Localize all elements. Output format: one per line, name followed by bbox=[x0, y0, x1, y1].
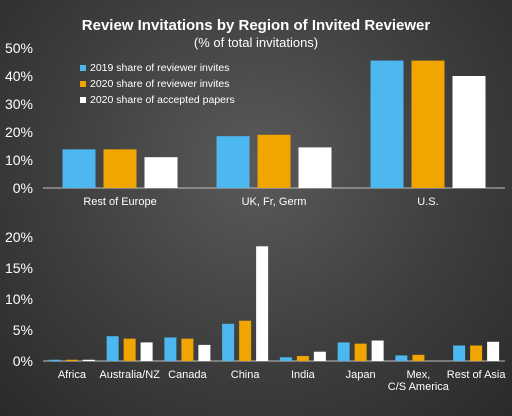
bar-2019 bbox=[48, 359, 61, 361]
top-bar-chart: 0% 10% 20% 30% 40% 50% Rest of Europe UK, Fr, G… bbox=[5, 40, 505, 208]
bar-2020-accepted bbox=[487, 341, 500, 361]
bar-2020-accepted bbox=[140, 342, 153, 361]
x-category-label: Africa bbox=[58, 369, 87, 381]
legend-swatch-2020-accepted bbox=[80, 97, 86, 103]
bar-2020 bbox=[103, 149, 137, 188]
legend-label-2019: 2019 share of reviewer invites bbox=[90, 62, 230, 74]
bar-2019 bbox=[279, 357, 292, 361]
y-tick-label: 20% bbox=[5, 124, 33, 140]
x-category-label: U.S. bbox=[417, 196, 438, 208]
bar-2020 bbox=[123, 338, 136, 361]
legend: 2019 share of reviewer invites 2020 share… bbox=[80, 62, 235, 106]
x-category-label: Mex, C/S America bbox=[388, 369, 450, 393]
x-category-label: Australia/NZ bbox=[99, 369, 160, 381]
bar-2020 bbox=[296, 356, 309, 361]
bar-2019 bbox=[337, 342, 350, 361]
y-tick-label: 0% bbox=[13, 353, 33, 369]
bar-2019 bbox=[216, 136, 250, 188]
bar-2020-accepted bbox=[198, 344, 211, 361]
legend-label-2020-accepted: 2020 share of accepted papers bbox=[90, 94, 235, 106]
x-category-label: China bbox=[231, 369, 261, 381]
legend-label-2020: 2020 share of reviewer invites bbox=[90, 78, 230, 90]
bar-2020-accepted bbox=[313, 351, 326, 361]
bar-2020-accepted bbox=[452, 76, 486, 188]
bar-2020 bbox=[470, 345, 483, 361]
bar-2019 bbox=[222, 323, 235, 361]
y-tick-label: 50% bbox=[5, 40, 33, 56]
x-category-label: Japan bbox=[346, 369, 376, 381]
x-category-label: India bbox=[291, 369, 316, 381]
chart-subtitle: (% of total invitations) bbox=[194, 35, 318, 50]
bar-2020-accepted bbox=[144, 157, 178, 188]
chart-title: Review Invitations by Region of Invited … bbox=[82, 17, 431, 34]
x-category-label: Canada bbox=[168, 369, 207, 381]
bar-2019 bbox=[370, 60, 404, 188]
bar-2020 bbox=[65, 359, 78, 361]
y-tick-label: 0% bbox=[13, 180, 33, 196]
bar-2019 bbox=[62, 149, 96, 188]
bottom-bar-chart: 0% 5% 10% 15% 20% Africa Australia/NZ Canada Chi… bbox=[5, 229, 506, 393]
y-tick-label: 10% bbox=[5, 291, 33, 307]
legend-swatch-2020 bbox=[80, 81, 86, 87]
bar-2020 bbox=[257, 134, 291, 188]
x-category-label: UK, Fr, Germ bbox=[242, 196, 307, 208]
x-category-label: Rest of Europe bbox=[83, 196, 156, 208]
bar-2020-accepted bbox=[371, 340, 384, 361]
bar-2020 bbox=[239, 320, 252, 361]
bar-2020 bbox=[181, 338, 194, 361]
legend-swatch-2019 bbox=[80, 65, 86, 71]
bar-2019 bbox=[106, 336, 119, 361]
y-tick-label: 30% bbox=[5, 96, 33, 112]
bar-2020-accepted bbox=[298, 147, 332, 188]
bar-2019 bbox=[395, 355, 408, 361]
bar-2020-accepted bbox=[256, 246, 269, 361]
y-tick-label: 20% bbox=[5, 229, 33, 245]
y-tick-label: 15% bbox=[5, 260, 33, 276]
x-category-label: Rest of Asia bbox=[447, 369, 507, 381]
bar-2020 bbox=[412, 354, 425, 361]
y-tick-label: 40% bbox=[5, 68, 33, 84]
y-tick-label: 5% bbox=[13, 322, 33, 338]
bar-2019 bbox=[164, 337, 177, 361]
y-tick-label: 10% bbox=[5, 152, 33, 168]
bar-2019 bbox=[453, 345, 466, 361]
bar-2020 bbox=[354, 343, 367, 361]
bar-2020-accepted bbox=[82, 359, 95, 361]
bar-2020 bbox=[411, 60, 445, 188]
